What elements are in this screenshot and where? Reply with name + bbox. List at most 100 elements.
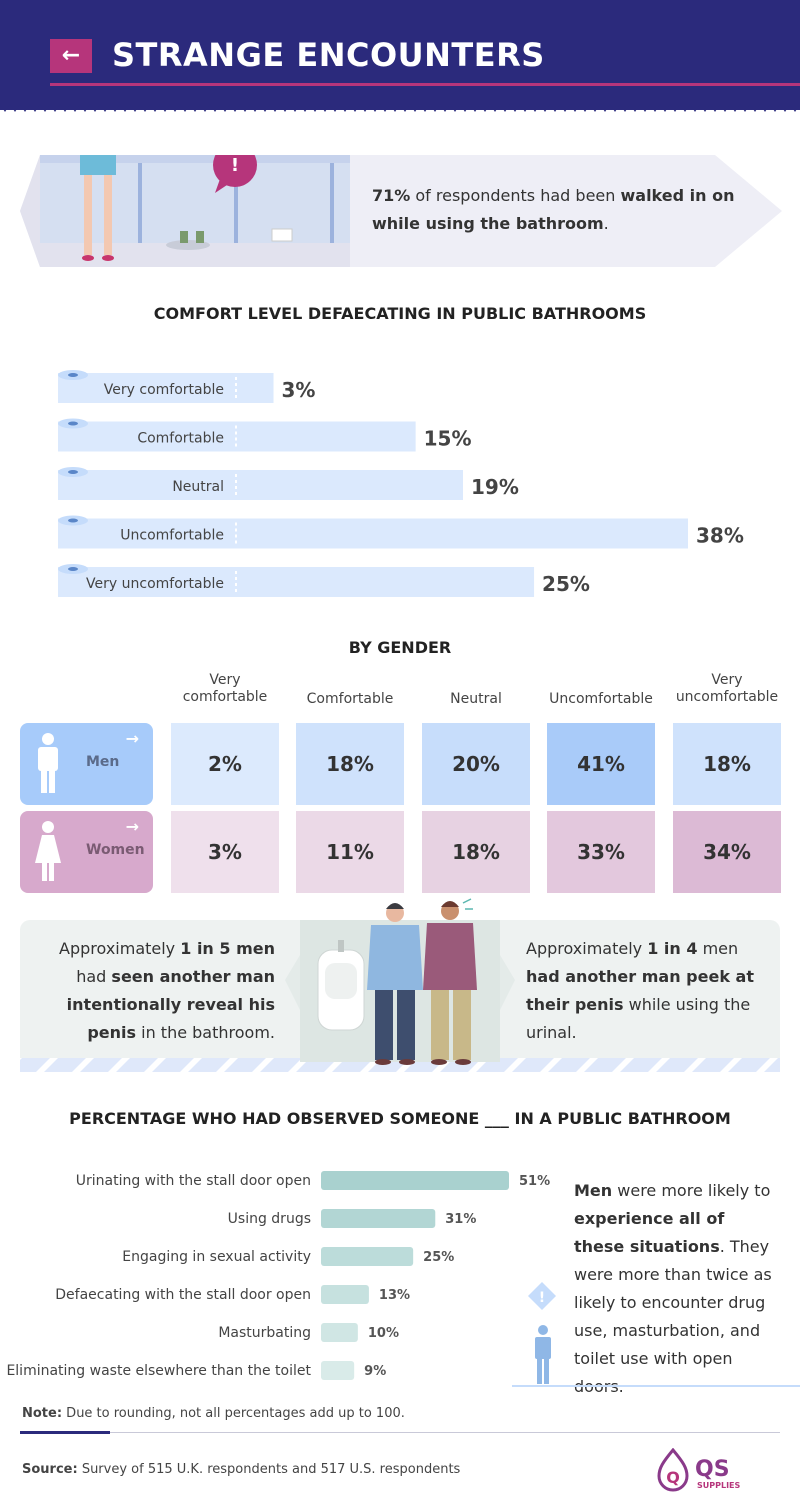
observed-value-label: 51%	[519, 1174, 550, 1189]
svg-text:!: !	[231, 155, 239, 176]
cell-men-uncomfortable: 41%	[547, 723, 655, 805]
walked-in-end: .	[603, 214, 609, 233]
walked-in-stat: 71%	[372, 186, 411, 205]
cell-men-very-uncomfortable: 18%	[673, 723, 781, 805]
note-label: Note:	[22, 1406, 63, 1421]
header-zigzag-border	[0, 104, 800, 112]
observed-category-label: Eliminating waste elsewhere than the toi…	[6, 1363, 311, 1379]
observed-note-b1: Men	[574, 1181, 613, 1200]
observed-category-label: Engaging in sexual activity	[122, 1249, 311, 1265]
panel-left-3: in the bathroom.	[136, 1023, 275, 1042]
observed-category-label: Using drugs	[228, 1211, 311, 1227]
observed-note: Men were more likely to experience all o…	[574, 1177, 774, 1401]
toilet-roll-hole	[68, 421, 78, 426]
comfort-category-label: Very comfortable	[104, 382, 224, 398]
toilet-roll-hole	[68, 373, 78, 377]
panel-left-text: Approximately 1 in 5 men had seen anothe…	[30, 935, 275, 1047]
cell-women-neutral: 18%	[422, 811, 530, 893]
comfort-chart-title: COMFORT LEVEL DEFAECATING IN PUBLIC BATH…	[153, 304, 647, 323]
row-label-women-text: Women	[86, 842, 145, 858]
observed-value-label: 13%	[379, 1288, 410, 1303]
cell-men-neutral: 20%	[422, 723, 530, 805]
page-title: STRANGE ENCOUNTERS	[112, 36, 545, 74]
observed-bar	[321, 1285, 369, 1304]
panel-right-text: Approximately 1 in 4 men had another man…	[526, 935, 766, 1047]
col-head-neutral: Neutral	[450, 691, 502, 707]
observed-bar	[321, 1209, 436, 1228]
observed-bar	[321, 1247, 414, 1266]
toilet-roll-hole	[68, 567, 78, 571]
footer-divider-accent	[20, 1431, 110, 1434]
panel-right-b1: 1 in 4	[647, 939, 698, 958]
observed-value-label: 10%	[368, 1326, 399, 1341]
cell-women-comfortable: 11%	[296, 811, 404, 893]
observed-bar-chart: Urinating with the stall door open 51% Usi…	[6, 1171, 550, 1380]
comfort-bar	[58, 567, 535, 597]
arrow-right-icon: →	[125, 817, 139, 836]
row-label-men-text: Men	[86, 754, 120, 770]
observed-category-label: Defaecating with the stall door open	[55, 1287, 311, 1303]
observed-note-b2: experience all of these situations	[574, 1209, 725, 1256]
comfort-category-label: Very uncomfortable	[86, 576, 224, 592]
comfort-value-label: 19%	[471, 475, 519, 499]
panel-stripes	[20, 1058, 780, 1072]
panel-right-1: Approximately	[526, 939, 648, 958]
walked-in-text-1: of respondents had been	[410, 186, 621, 205]
source-note: Source: Survey of 515 U.K. respondents a…	[22, 1462, 460, 1477]
observed-illustration: !	[512, 1282, 800, 1387]
cell-men-comfortable: 18%	[296, 723, 404, 805]
col-head-very-comfortable: Very comfortable	[182, 672, 268, 705]
panel-right-3: while using the urinal.	[526, 995, 751, 1042]
source-text: Survey of 515 U.K. respondents and 517 U…	[77, 1462, 461, 1477]
svg-text:!: !	[539, 1290, 545, 1306]
observed-chart-title: PERCENTAGE WHO HAD OBSERVED SOMEONE ___ …	[69, 1109, 731, 1128]
observed-note-t1: were more likely to	[612, 1181, 771, 1200]
toilet-roll-hole	[68, 518, 78, 523]
col-head-uncomfortable: Uncomfortable	[549, 691, 653, 707]
observed-bar	[321, 1171, 509, 1190]
cell-women-very-uncomfortable: 34%	[673, 811, 781, 893]
panel-left-b2: seen another man intentionally reveal hi…	[66, 967, 275, 1042]
comfort-value-label: 15%	[424, 427, 472, 451]
logo-sub: SUPPLIES	[697, 1481, 741, 1490]
note-text: Due to rounding, not all percentages add…	[62, 1406, 405, 1421]
comfort-value-label: 3%	[282, 378, 316, 402]
back-button[interactable]: ←	[50, 39, 92, 73]
panel-left-1: Approximately	[59, 939, 181, 958]
comfort-category-label: Neutral	[172, 479, 224, 495]
observed-bar	[321, 1361, 355, 1380]
observed-value-label: 9%	[364, 1364, 386, 1379]
gender-title: BY GENDER	[348, 638, 452, 657]
rounding-note: Note: Due to rounding, not all percentag…	[22, 1406, 405, 1421]
observed-value-label: 31%	[445, 1212, 476, 1227]
woman-icon	[35, 821, 61, 881]
urinal-men-illustration	[285, 898, 515, 1065]
header	[0, 0, 800, 110]
walked-in-stat-text: 71% of respondents had been walked in on…	[372, 182, 752, 238]
logo-name: QS	[695, 1457, 730, 1482]
toilet-roll-hole	[68, 470, 78, 474]
col-head-very-uncomfortable: Very uncomfortable	[675, 672, 779, 705]
comfort-bar	[58, 518, 688, 549]
comfort-bar	[58, 373, 274, 403]
row-label-men[interactable]: Men →	[20, 723, 153, 805]
panel-left-2: had	[76, 967, 112, 986]
cell-men-very-comfortable: 2%	[171, 723, 279, 805]
comfort-bar	[58, 470, 463, 500]
logo-q: Q	[666, 1468, 680, 1487]
qs-supplies-logo: Q QS SUPPLIES	[657, 1448, 741, 1492]
comfort-value-label: 25%	[542, 572, 590, 596]
walked-in-emphasis: walked in on	[620, 186, 735, 205]
man-icon	[38, 733, 58, 793]
observed-value-label: 25%	[423, 1250, 454, 1265]
observed-note-t2: . They were more than twice as likely to…	[574, 1237, 772, 1396]
comfort-bar-chart: Very comfortable 3% Comfortable 15% Neutral 1…	[58, 370, 744, 597]
panel-right-b2: had another man peek at their penis	[526, 967, 754, 1014]
bathroom-stall-illustration: !	[20, 155, 782, 267]
row-label-women[interactable]: Women →	[20, 811, 153, 893]
footer-divider	[20, 1432, 780, 1433]
col-head-comfortable: Comfortable	[306, 691, 394, 707]
panel-left-b1: 1 in 5 men	[180, 939, 275, 958]
cell-women-uncomfortable: 33%	[547, 811, 655, 893]
warning-diamond-icon	[528, 1282, 556, 1310]
